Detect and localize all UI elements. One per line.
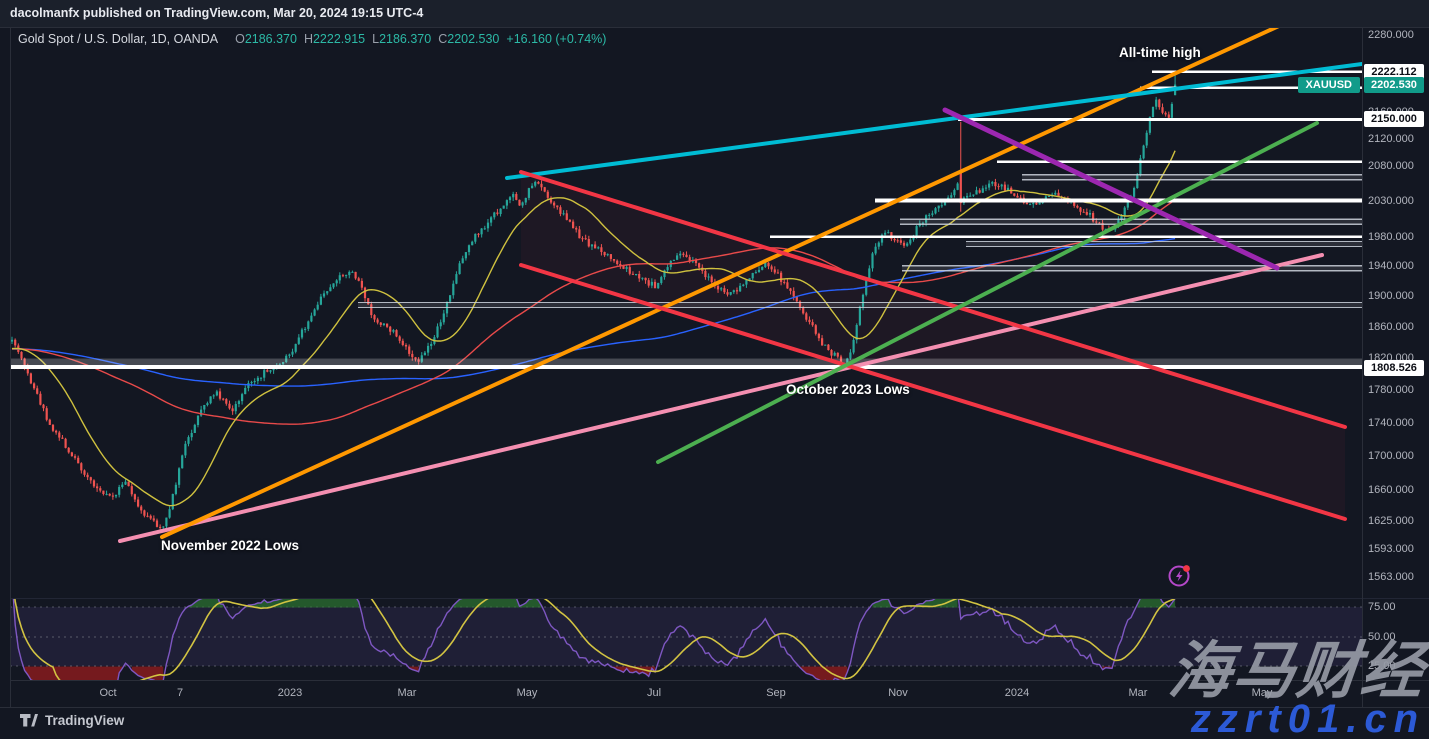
price-axis-label: 1593.000 [1368, 543, 1414, 556]
symbol-tag: XAUUSD [1297, 76, 1360, 93]
flash-events-icon[interactable] [1166, 562, 1194, 595]
price-axis-label: 1940.000 [1368, 260, 1414, 273]
annotation-label[interactable]: All-time high [1119, 45, 1201, 60]
price-axis-label: 1860.000 [1368, 320, 1414, 333]
time-axis-label: Mar [397, 687, 417, 699]
watermark-cjk: 海马财经 [1165, 637, 1429, 706]
price-axis-label: 2120.000 [1368, 132, 1414, 145]
open-value: 2186.370 [244, 32, 297, 46]
frame-axis-top [10, 680, 1429, 681]
publish-text: dacolmanfx published on TradingView.com,… [10, 6, 424, 20]
symbol-title[interactable]: Gold Spot / U.S. Dollar, 1D, OANDA [18, 32, 219, 46]
price-axis-label: 1740.000 [1368, 416, 1414, 429]
watermark-url: zzrt01.cn [1190, 697, 1425, 739]
price-axis-label: 2030.000 [1368, 195, 1414, 208]
symbol-legend[interactable]: Gold Spot / U.S. Dollar, 1D, OANDA O2186.… [18, 32, 606, 46]
price-marker-1808.526: 1808.526 [1364, 359, 1424, 376]
time-axis-label: Oct [99, 687, 117, 699]
close-key: C [438, 32, 448, 46]
rsi-axis-label: 25.00 [1368, 659, 1396, 672]
low-key: L [372, 32, 380, 46]
price-axis-label: 2080.000 [1368, 160, 1414, 173]
open-key: O [235, 32, 245, 46]
annotation-label[interactable]: November 2022 Lows [161, 538, 300, 553]
tradingview-logo[interactable]: TradingView [20, 712, 124, 729]
high-key: H [303, 32, 313, 46]
frame-left [10, 27, 11, 707]
price-marker-2150.000: 2150.000 [1364, 111, 1424, 128]
time-axis-label: Nov [888, 687, 908, 699]
frame-bottom [0, 707, 1429, 708]
time-axis-label: Sep [766, 687, 786, 699]
price-axis-label: 1980.000 [1368, 231, 1414, 244]
low-value: 2186.370 [379, 32, 432, 46]
publish-header: dacolmanfx published on TradingView.com,… [0, 0, 1429, 27]
change-value: +16.160 (+0.74%) [506, 32, 607, 46]
annotation-label[interactable]: October 2023 Lows [786, 382, 910, 397]
price-marker-2222.112: 2222.112 [1364, 63, 1424, 80]
rsi-axis-label: 50.00 [1368, 630, 1396, 643]
time-axis-label: 2024 [1004, 687, 1030, 699]
high-value: 2222.915 [312, 32, 366, 46]
price-axis-label: 1700.000 [1368, 449, 1414, 462]
price-marker-last-price: 2202.530 [1364, 76, 1424, 93]
price-axis-label: 1660.000 [1368, 484, 1414, 497]
price-axis-label: 1625.000 [1368, 514, 1414, 527]
tradingview-logo-text: TradingView [45, 713, 125, 728]
price-axis-label: 1780.000 [1368, 383, 1414, 396]
frame-top [0, 27, 1429, 28]
time-axis-label: 2023 [277, 687, 303, 699]
tradingview-logo-icon [20, 714, 38, 727]
time-axis-label: May [516, 687, 538, 699]
time-axis-label: 7 [176, 687, 184, 699]
rsi-axis-label: 75.00 [1368, 600, 1396, 613]
frame-pane-separator [10, 598, 1429, 599]
price-axis-label: 2280.000 [1368, 28, 1414, 41]
time-axis-label: May [1251, 687, 1273, 699]
price-axis-label: 1563.000 [1368, 570, 1414, 583]
frame-price-axis-separator [1362, 27, 1363, 707]
price-axis-label: 1900.000 [1368, 290, 1414, 303]
time-axis-label: Mar [1128, 687, 1148, 699]
close-value: 2202.530 [447, 32, 500, 46]
time-axis-label: Jul [646, 687, 662, 699]
